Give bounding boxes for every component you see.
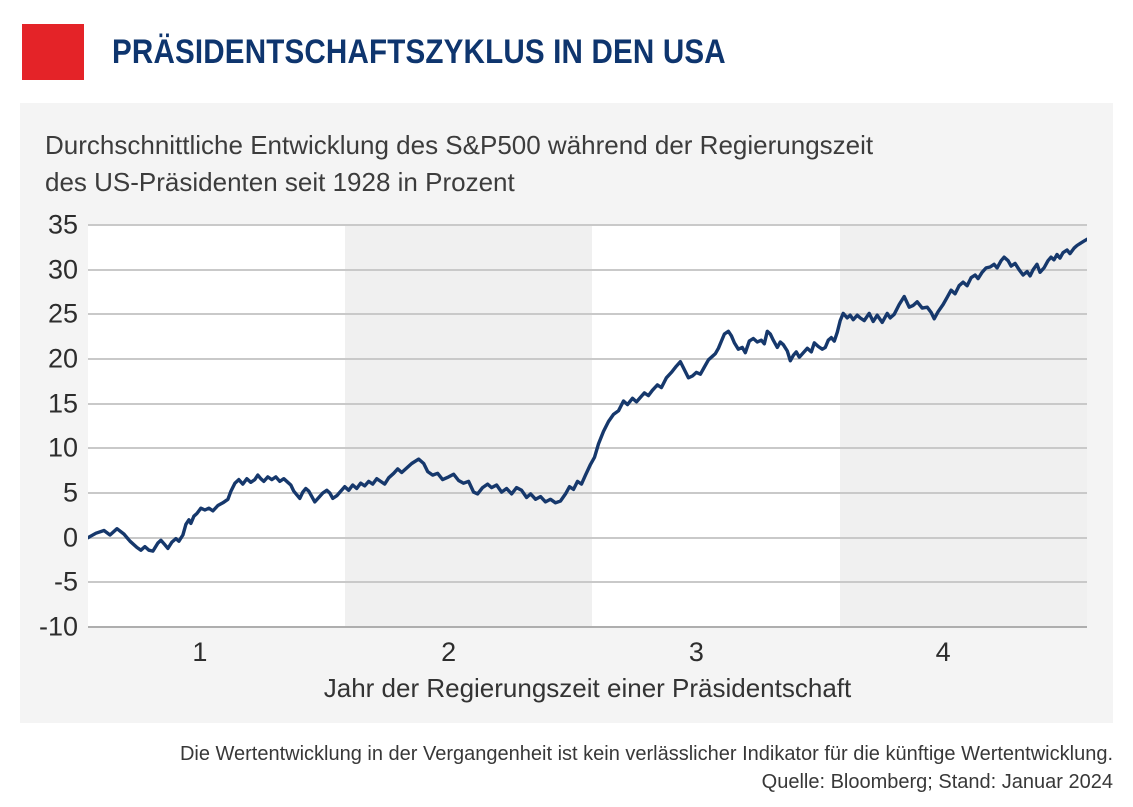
footer: Die Wertentwicklung in der Vergangenheit… xyxy=(20,740,1113,796)
gridline-y-30 xyxy=(88,268,1087,271)
x-tick-label-2: 2 xyxy=(441,637,457,667)
gridline-y-5 xyxy=(88,492,1087,494)
y-tick-label: 20 xyxy=(47,343,78,374)
y-tick-label: -5 xyxy=(53,566,78,597)
y-tick-label: -10 xyxy=(38,611,78,642)
chart-title-line-2: des US-Präsidenten seit 1928 in Prozent xyxy=(45,167,515,197)
gridline-y-10 xyxy=(88,447,1087,450)
brand-logo-red-square xyxy=(22,24,84,80)
gridline-y-20 xyxy=(88,358,1087,360)
gridline-y-25 xyxy=(88,313,1087,316)
plot-area xyxy=(88,224,1087,628)
y-tick-label: 30 xyxy=(47,254,78,285)
chart-panel: Durchschnittliche Entwicklung des S&P500… xyxy=(20,103,1113,723)
y-tick-label: 15 xyxy=(47,388,78,419)
sp500-average-line xyxy=(88,237,1087,553)
gridline-y-15 xyxy=(88,402,1087,405)
chart-title-line-1: Durchschnittliche Entwicklung des S&P500… xyxy=(45,130,874,160)
y-tick-label: 5 xyxy=(62,477,78,508)
y-tick-label: 35 xyxy=(47,209,78,240)
page-title: PRÄSIDENTSCHAFTSZYKLUS IN DEN USA xyxy=(112,33,726,71)
year-shading-band xyxy=(344,225,593,627)
chart-title: Durchschnittliche Entwicklung des S&P500… xyxy=(45,127,873,201)
gridline-y--10 xyxy=(88,626,1087,628)
x-tick-label-3: 3 xyxy=(688,637,704,667)
gridline-y--5 xyxy=(88,581,1087,584)
year-shading-band xyxy=(840,225,1087,627)
gridline-y-0 xyxy=(88,536,1087,539)
x-tick-label-1: 1 xyxy=(192,637,208,667)
source-text: Quelle: Bloomberg; Stand: Januar 2024 xyxy=(761,771,1113,793)
y-tick-label: 0 xyxy=(62,522,78,553)
x-tick-label-4: 4 xyxy=(935,637,951,667)
disclaimer-text: Die Wertentwicklung in der Vergangenheit… xyxy=(179,743,1113,765)
x-axis-title: Jahr der Regierungszeit einer Präsidents… xyxy=(323,673,852,703)
y-tick-label: 25 xyxy=(47,298,78,329)
gridline-y-35 xyxy=(88,224,1087,226)
y-tick-label: 10 xyxy=(47,432,78,463)
